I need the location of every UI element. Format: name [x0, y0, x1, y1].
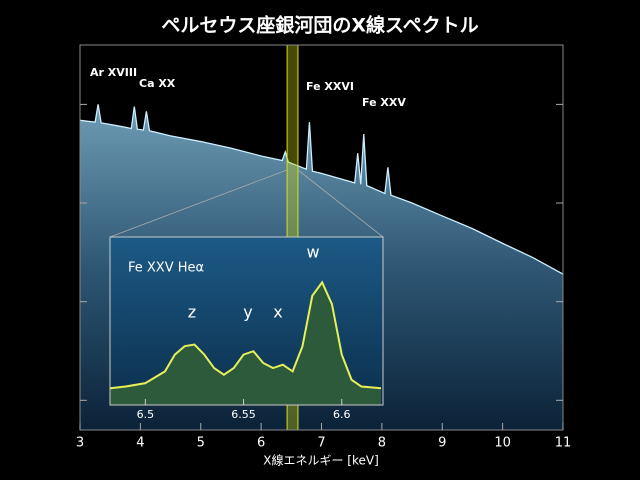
peak-label: z: [188, 303, 196, 322]
annotation: Fe XXV: [362, 96, 406, 109]
peak-label: y: [243, 303, 252, 322]
x-tick-label: 11: [555, 436, 572, 451]
inset-frame: [109, 236, 384, 406]
inset-plot: [110, 280, 382, 405]
inset-title: Fe XXV Heα: [128, 261, 204, 276]
inset-x-tick-label: 6.6: [333, 408, 351, 421]
x-tick-label: 10: [494, 436, 511, 451]
spectrum-line: [110, 280, 382, 390]
x-axis-label: X線エネルギー [keV]: [263, 453, 379, 468]
inset-x-tick-label: 6.55: [231, 408, 256, 421]
spectrum-fill: [110, 282, 382, 405]
spectrum-line: [80, 104, 563, 275]
peak-label: w: [306, 243, 319, 262]
zoom-line: [109, 169, 288, 238]
annotation: Ar XVIII: [90, 66, 137, 79]
annotation: Ca XX: [139, 77, 176, 90]
x-tick-label: 4: [136, 436, 144, 451]
x-tick-label: 9: [438, 436, 446, 451]
peak-label: x: [273, 303, 282, 322]
x-tick-label: 8: [378, 436, 386, 451]
x-tick-label: 7: [317, 436, 325, 451]
x-tick-label: 5: [197, 436, 205, 451]
inset: 6.5 6.55 6.6: [109, 236, 384, 421]
chart-title: ペルセウス座銀河団のX線スペクトル: [161, 14, 478, 37]
zoom-line: [297, 169, 384, 238]
x-tick-label: 6: [257, 436, 265, 451]
x-tick-label: 3: [76, 436, 84, 451]
annotation: Fe XXVI: [306, 80, 354, 93]
inset-x-tick-label: 6.5: [137, 408, 155, 421]
